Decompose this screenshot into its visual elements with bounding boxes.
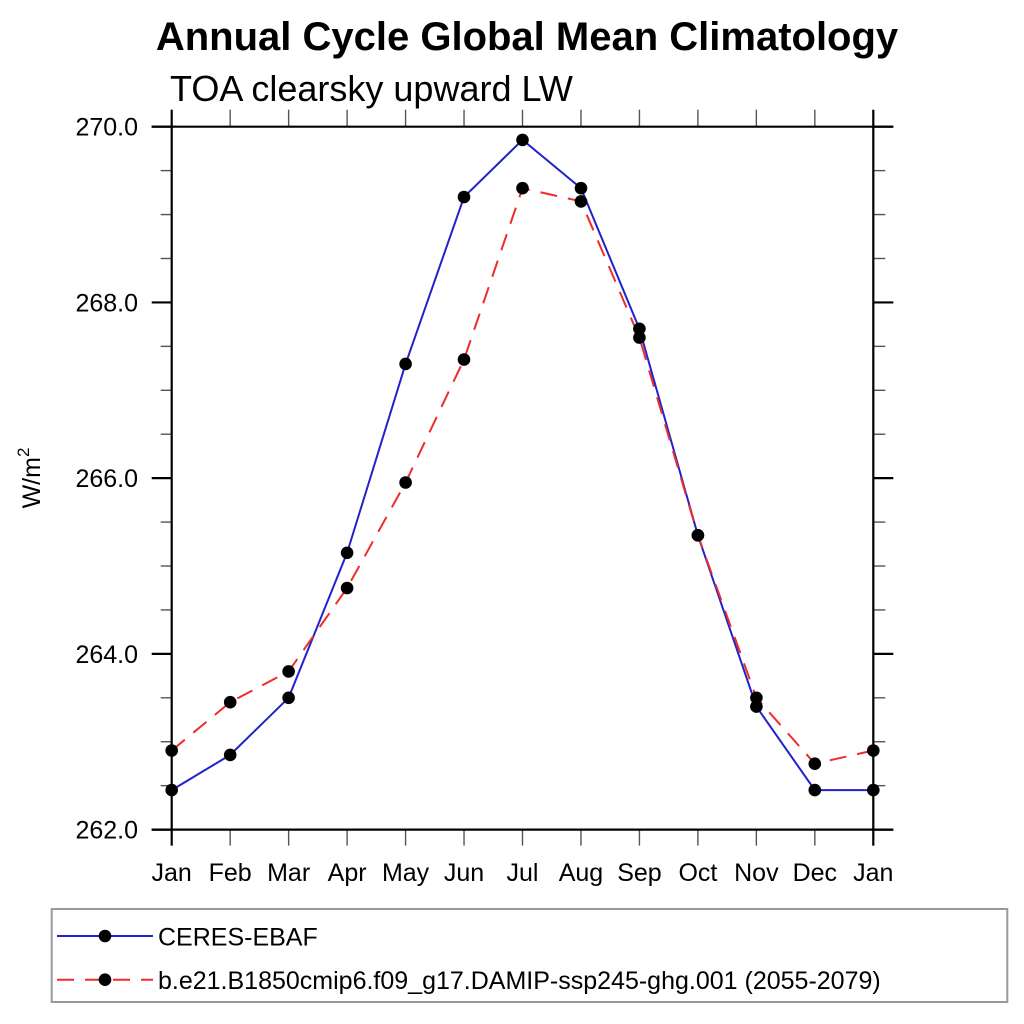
data-point-marker: [867, 744, 880, 757]
y-tick-label: 268.0: [75, 289, 138, 317]
x-tick-label: Nov: [734, 859, 779, 887]
x-tick-label: Aug: [559, 859, 603, 887]
x-tick-label: Jul: [507, 859, 539, 887]
chart-subtitle: TOA clearsky upward LW: [170, 68, 573, 109]
data-point-marker: [165, 744, 178, 757]
data-series: [165, 133, 880, 797]
x-tick-label: Jan: [853, 859, 893, 887]
y-tick-label: 266.0: [75, 465, 138, 493]
legend-item-label: CERES-EBAF: [158, 924, 318, 952]
legend: CERES-EBAF b.e21.B1850cmip6.f09_g17.DAMIP…: [50, 908, 1009, 1003]
y-axis-unit-base: W/m: [18, 457, 46, 508]
legend-marker: [98, 929, 112, 943]
x-tick-label: Feb: [209, 859, 252, 887]
data-point-marker: [340, 546, 354, 560]
y-tick-label: 262.0: [75, 817, 138, 845]
data-point-marker: [750, 700, 763, 713]
axes: Jan Feb Mar Apr May Jun Jul Aug Sep Oct Nov Dec Jan 2…: [75, 109, 893, 887]
data-point-marker: [516, 181, 529, 195]
x-tick-label: Jan: [152, 859, 192, 887]
data-point-marker: [282, 691, 295, 705]
series-line-ceres-ebaf: [171, 138, 874, 792]
y-axis-unit-label: W/m2: [14, 448, 46, 509]
data-point-marker: [574, 181, 588, 195]
data-point-marker: [867, 783, 880, 797]
data-point-marker: [808, 757, 822, 770]
data-point-marker: [282, 665, 295, 678]
data-point-marker: [457, 190, 471, 204]
legend-rows: CERES-EBAF b.e21.B1850cmip6.f09_g17.DAMIP…: [57, 924, 881, 995]
x-tick-label: Mar: [267, 859, 310, 887]
x-tick-label: Jun: [444, 859, 484, 887]
data-point-marker: [808, 783, 822, 797]
data-point-marker: [399, 476, 412, 489]
data-point-marker: [223, 748, 237, 762]
data-point-marker: [574, 195, 588, 208]
legend-marker: [98, 973, 112, 986]
y-tick-label: 264.0: [75, 641, 138, 669]
x-tick-label: Apr: [328, 859, 367, 887]
data-point-marker: [750, 691, 763, 705]
data-point-marker: [516, 133, 529, 147]
data-point-marker: [340, 581, 354, 595]
data-point-marker: [399, 357, 412, 371]
y-axis-unit-exponent: 2: [14, 448, 33, 457]
y-tick-label: 270.0: [75, 114, 138, 142]
data-point-marker: [633, 322, 646, 336]
legend-item-label: b.e21.B1850cmip6.f09_g17.DAMIP-ssp245-gh…: [158, 967, 881, 995]
data-point-marker: [691, 529, 705, 542]
data-point-marker: [633, 331, 646, 344]
data-point-marker: [165, 783, 178, 797]
data-point-marker: [457, 353, 471, 366]
x-tick-label: May: [382, 859, 430, 887]
x-tick-label: Oct: [678, 859, 717, 887]
legend-box: [50, 908, 1009, 1003]
chart-title: Annual Cycle Global Mean Climatology: [156, 15, 899, 59]
x-tick-label: Dec: [793, 859, 837, 887]
series-line-b-e21-b1850cmip6-f09-g17-damip: [171, 187, 874, 765]
data-point-marker: [223, 695, 237, 709]
x-tick-label: Sep: [617, 859, 661, 887]
